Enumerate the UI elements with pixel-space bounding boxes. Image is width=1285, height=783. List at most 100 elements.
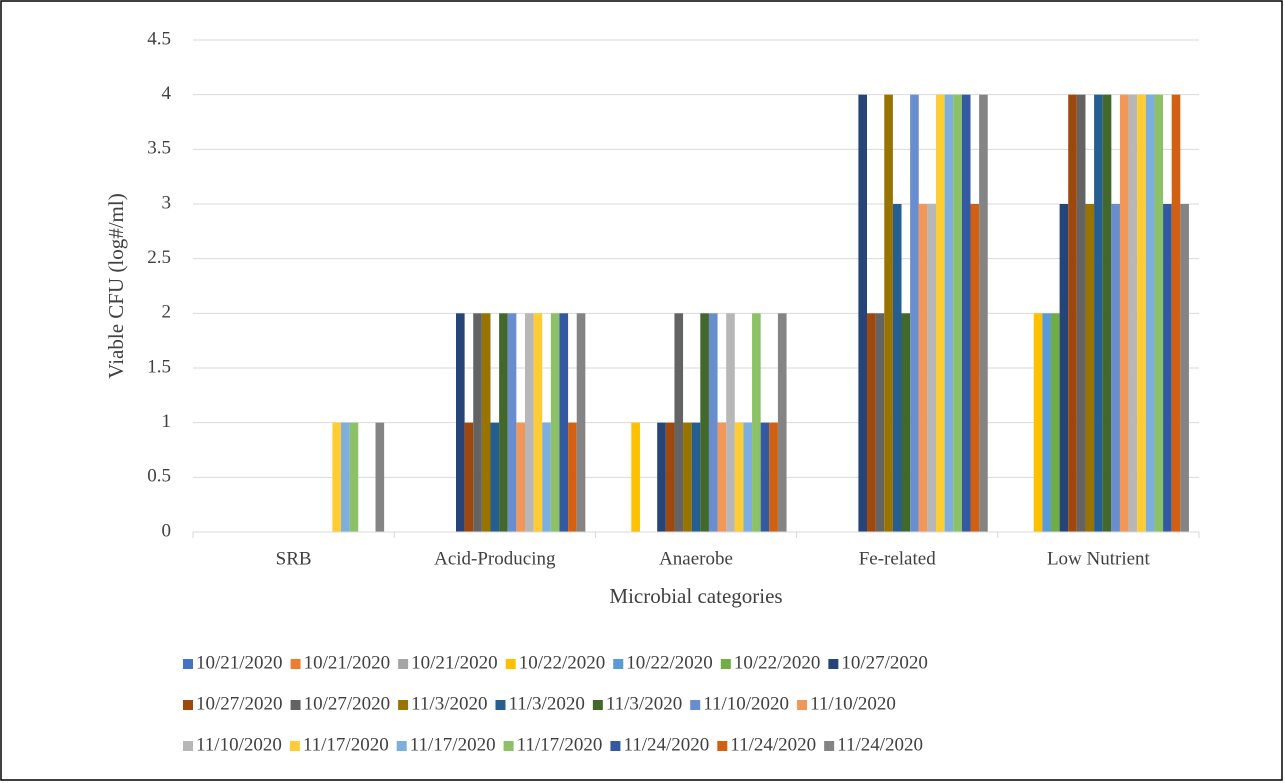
legend-swatch — [505, 659, 516, 669]
legend-label: 11/17/2020 — [410, 734, 496, 755]
bar — [1068, 94, 1077, 533]
legend-label: 11/17/2020 — [517, 734, 603, 755]
legend-label: 10/21/2020 — [304, 652, 391, 673]
legend-label: 10/21/2020 — [196, 652, 283, 673]
y-tick-label: 0 — [162, 520, 172, 541]
bar — [884, 94, 893, 533]
legend-swatch — [183, 659, 193, 669]
legend-label: 10/21/2020 — [411, 652, 498, 673]
bar — [481, 313, 491, 532]
bar — [760, 422, 770, 532]
y-tick-label: 1.5 — [147, 356, 171, 377]
bar — [657, 422, 666, 532]
bar — [1180, 204, 1189, 532]
bar — [734, 422, 744, 532]
bar — [970, 204, 980, 532]
legend-swatch — [290, 659, 301, 669]
x-tick-label: Fe-related — [859, 548, 937, 569]
bar — [568, 422, 577, 532]
legend-label: 11/10/2020 — [810, 693, 896, 714]
legend-label: 11/3/2020 — [508, 693, 584, 714]
bar — [777, 313, 787, 532]
bar — [953, 94, 962, 533]
bar — [1085, 204, 1095, 532]
y-axis-title: Viable CFU (log#/ml) — [104, 193, 128, 378]
legend-label: 11/10/2020 — [196, 734, 282, 755]
bar — [708, 313, 718, 532]
x-tick-label: Anaerobe — [659, 548, 733, 569]
bar — [1050, 313, 1060, 532]
legend-swatch — [183, 700, 193, 710]
bar — [875, 313, 885, 532]
bar — [700, 313, 709, 532]
bar — [499, 313, 508, 532]
legend-swatch — [717, 741, 728, 751]
bar — [867, 313, 876, 532]
bar — [550, 313, 560, 532]
y-tick-label: 1 — [162, 411, 172, 432]
bar — [341, 422, 350, 532]
bar — [1111, 204, 1120, 532]
bar — [752, 313, 761, 532]
bar — [858, 94, 868, 533]
bar — [944, 94, 954, 533]
y-tick-label: 2 — [162, 302, 172, 323]
legend-swatch — [396, 741, 407, 751]
legend-label: 11/24/2020 — [730, 734, 816, 755]
bar — [743, 422, 753, 532]
bar — [717, 422, 727, 532]
bar — [576, 313, 586, 532]
legend-label: 10/27/2020 — [841, 652, 928, 673]
y-tick-label: 4 — [162, 83, 172, 104]
legend-label: 10/22/2020 — [626, 652, 713, 673]
bar — [464, 422, 474, 532]
bar — [1137, 94, 1146, 533]
bar — [927, 204, 937, 532]
legend-label: 11/17/2020 — [303, 734, 389, 755]
bar — [1059, 204, 1069, 532]
legend-label: 11/24/2020 — [623, 734, 709, 755]
x-axis-title: Microbial categories — [609, 584, 782, 608]
bar — [1145, 94, 1155, 533]
bar — [631, 422, 640, 532]
y-tick-label: 0.5 — [147, 466, 171, 487]
legend-swatch — [797, 700, 808, 710]
bar — [1102, 94, 1112, 533]
bar — [516, 422, 525, 532]
bar — [349, 422, 359, 532]
legend-label: 10/22/2020 — [734, 652, 821, 673]
legend-label: 11/10/2020 — [703, 693, 789, 714]
legend-label: 11/3/2020 — [411, 693, 487, 714]
bar — [961, 94, 971, 533]
bar — [507, 313, 517, 532]
bar — [936, 94, 945, 533]
bar — [559, 313, 569, 532]
bar — [769, 422, 778, 532]
legend-swatch — [828, 659, 839, 669]
bar — [1154, 94, 1164, 533]
bar — [455, 313, 465, 532]
bar — [1042, 313, 1051, 532]
legend-label: 10/27/2020 — [304, 693, 391, 714]
legend-swatch — [398, 700, 409, 710]
bar — [375, 422, 385, 532]
y-tick-label: 4.5 — [147, 28, 171, 49]
bar — [910, 94, 919, 533]
bar — [691, 422, 701, 532]
legend-swatch — [290, 700, 301, 710]
bar — [1094, 94, 1103, 533]
legend-swatch — [289, 741, 300, 751]
y-tick-label: 3 — [162, 192, 172, 213]
legend-swatch — [613, 659, 624, 669]
legend-label: 11/24/2020 — [837, 734, 923, 755]
legend-label: 10/22/2020 — [519, 652, 606, 673]
legend-swatch — [398, 659, 409, 669]
legend-swatch — [824, 741, 835, 751]
bar — [901, 313, 911, 532]
legend-swatch — [183, 741, 193, 751]
x-tick-label: Low Nutrient — [1047, 548, 1151, 569]
y-tick-label: 2.5 — [147, 247, 171, 268]
bar — [1119, 94, 1129, 533]
